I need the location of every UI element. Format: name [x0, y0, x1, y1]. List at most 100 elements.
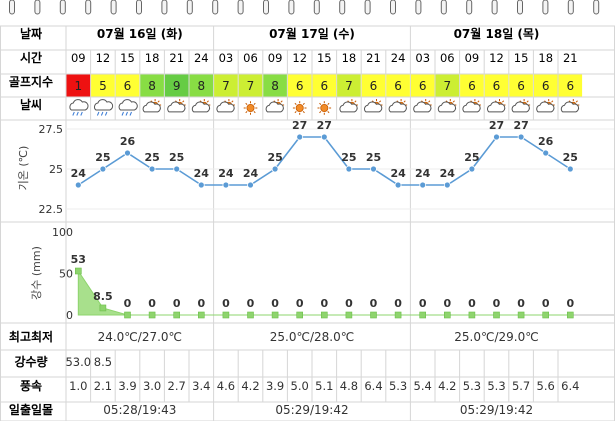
sunrise-sunset: 05:28/19:43 — [103, 403, 176, 417]
label-date: 날짜 — [20, 26, 42, 41]
partly-cloudy-icon-sun-ray — [428, 100, 431, 103]
precip-data-label: 0 — [222, 297, 230, 310]
precip-point — [99, 304, 107, 312]
partly-cloudy-icon — [339, 101, 358, 113]
binding-ring — [186, 0, 193, 15]
precip-point — [124, 311, 131, 319]
golf-index-value: 7 — [345, 79, 353, 93]
partly-cloudy-icon-sun-ray — [526, 100, 529, 103]
temperature-point — [296, 133, 304, 141]
golf-index-value: 7 — [247, 79, 255, 93]
precip-point — [493, 311, 500, 319]
golf-index-cell — [361, 74, 386, 97]
temperature-data-label: 27 — [317, 119, 332, 132]
hour-label: 15 — [514, 51, 529, 65]
binding-ring — [110, 0, 117, 15]
precip-point — [443, 311, 451, 319]
hour-label: 18 — [538, 51, 553, 65]
temperature-data-label: 27 — [513, 119, 528, 132]
temperature-data-label: 24 — [243, 167, 259, 180]
temperature-data-label: 25 — [366, 151, 381, 164]
golf-index-cell — [115, 74, 140, 97]
precip-point — [198, 311, 205, 319]
temperature-point — [320, 133, 328, 141]
precip-data-label: 0 — [493, 297, 501, 310]
precip-point — [173, 311, 180, 319]
wind-speed-value: 4.2 — [241, 379, 259, 393]
binding-ring — [263, 0, 269, 15]
precip-data-label: 0 — [394, 297, 402, 310]
label-min-max: 최고최저 — [9, 329, 53, 344]
day-header-label: 07월 18일 (목) — [454, 26, 540, 41]
precip-point — [370, 311, 377, 319]
label-wind: 풍속 — [20, 379, 42, 393]
precip-point — [419, 311, 427, 319]
rain-drop-icon — [121, 111, 124, 116]
temperature-data-label: 25 — [169, 151, 184, 164]
temperature-point — [566, 165, 574, 173]
wind-speed-value: 5.7 — [512, 379, 530, 393]
precip-data-label: 0 — [419, 297, 427, 310]
rain-drop-icon — [100, 111, 104, 116]
min-max-temperature: 25.0℃/28.0℃ — [270, 330, 354, 344]
hour-label: 21 — [366, 51, 381, 65]
sun-icon-ray — [319, 102, 322, 105]
partly-cloudy-icon-sun-ray — [403, 100, 406, 103]
golf-index-cell — [189, 74, 214, 97]
binding-ring — [161, 0, 168, 15]
temperature-tick-label: 25 — [49, 163, 63, 176]
binding-ring — [313, 0, 320, 15]
hour-label: 09 — [268, 51, 283, 65]
golf-index-cell — [66, 74, 91, 97]
min-max-temperature: 25.0℃/29.0℃ — [454, 330, 538, 344]
precip-data-label: 8.5 — [93, 290, 113, 303]
temperature-point — [197, 181, 205, 189]
hour-label: 03 — [219, 51, 234, 65]
temperature-data-label: 24 — [390, 167, 406, 180]
label-golf-index: 골프지수 — [9, 74, 53, 89]
partly-cloudy-icon — [142, 101, 161, 113]
binding-ring — [364, 0, 371, 15]
rain-drop-icon — [76, 111, 79, 116]
binding-ring — [542, 0, 549, 15]
partly-cloudy-icon — [437, 101, 457, 113]
wind-speed-value: 5.3 — [389, 379, 407, 393]
precip-point — [468, 311, 476, 319]
temperature-point — [394, 181, 402, 189]
golf-index-value: 6 — [370, 79, 378, 93]
sun-icon-ray — [253, 111, 256, 114]
day-header-label: 07월 17일 (수) — [269, 26, 355, 41]
partly-cloudy-icon — [462, 101, 481, 113]
temperature-point — [222, 181, 230, 189]
precip-data-label: 0 — [370, 297, 378, 310]
golf-index-cell — [337, 74, 361, 97]
binding-ring — [593, 0, 600, 15]
golf-index-cell — [238, 74, 263, 97]
precip-data-label: 0 — [197, 297, 205, 310]
day-header-label: 07월 16일 (화) — [97, 26, 183, 41]
sunrise-sunset: 05:29/19:42 — [460, 403, 533, 417]
precip-amount-value: 53.0 — [65, 355, 91, 369]
temperature-point — [493, 133, 500, 141]
partly-cloudy-icon-sun-ray — [354, 100, 357, 103]
partly-cloudy-icon-sun-ray — [452, 100, 455, 103]
rain-drop-icon — [125, 111, 128, 116]
binding-ring — [237, 0, 244, 15]
partly-cloudy-icon-sun-ray — [280, 100, 283, 103]
min-max-temperature: 24.0℃/27.0℃ — [98, 330, 182, 344]
wind-speed-value: 1.0 — [69, 379, 87, 393]
binding-ring — [339, 0, 346, 15]
temperature-point — [370, 165, 377, 173]
partly-cloudy-icon — [265, 101, 284, 113]
partly-cloudy-icon-sun-ray — [157, 100, 160, 103]
partly-cloudy-icon-sun-ray — [575, 100, 578, 103]
golf-index-cell — [435, 74, 460, 97]
rain-drop-icon — [72, 111, 75, 116]
binding-ring — [415, 0, 422, 15]
wind-speed-value: 3.4 — [192, 379, 210, 393]
temperature-data-label: 24 — [415, 167, 431, 180]
partly-cloudy-icon-sun-ray — [206, 100, 209, 103]
temperature-axis-title: 기온 (℃) — [17, 146, 30, 191]
temperature-point — [443, 181, 451, 189]
golf-index-value: 6 — [542, 79, 550, 93]
